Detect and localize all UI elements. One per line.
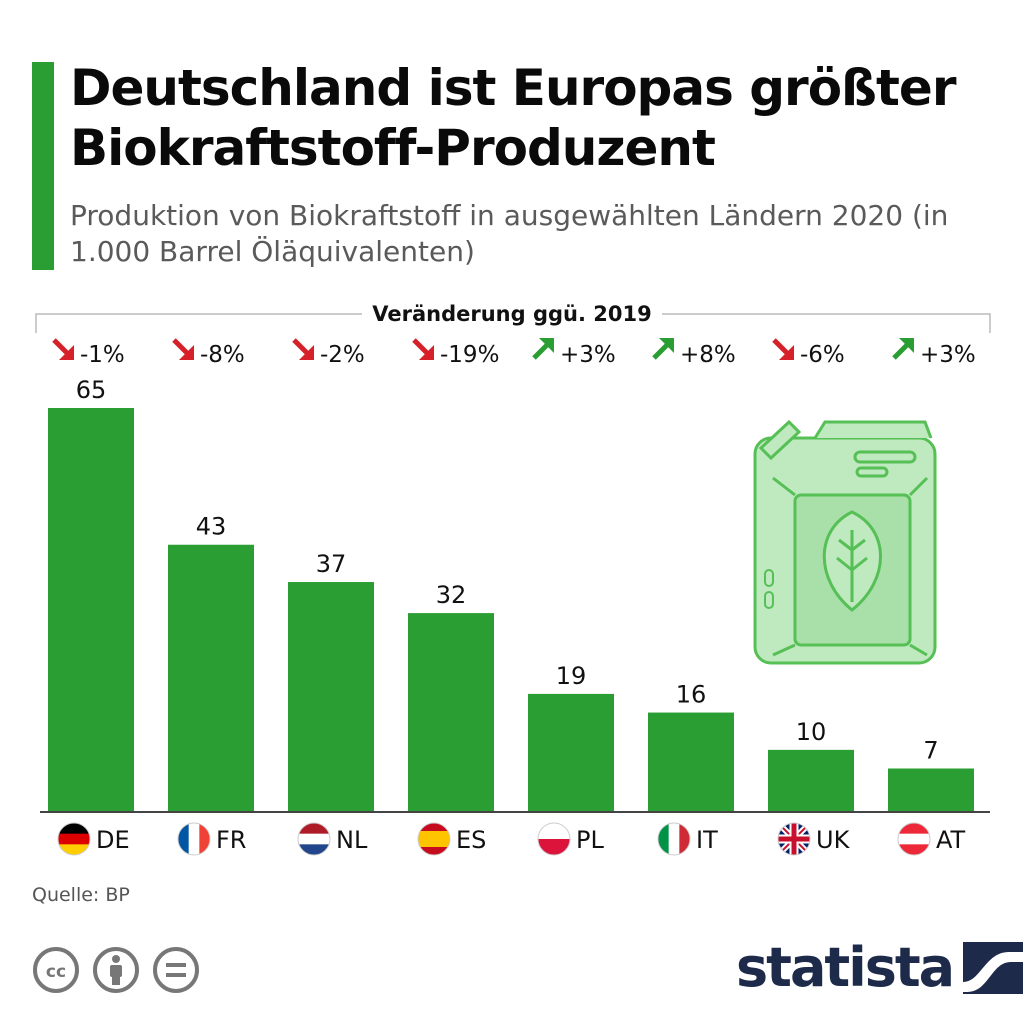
- arrow-down-icon: [172, 338, 194, 360]
- chart-subtitle: Produktion von Biokraftstoff in ausgewäh…: [70, 199, 949, 268]
- bar-de: [48, 408, 134, 812]
- arrow-up-icon: [532, 338, 554, 360]
- value-label-at: 7: [923, 736, 938, 764]
- no-derivatives-icon[interactable]: [152, 946, 200, 994]
- value-label-de: 65: [76, 376, 107, 404]
- bar-nl: [288, 582, 374, 812]
- bars: [48, 408, 974, 812]
- change-header: Veränderung ggü. 2019: [372, 302, 651, 326]
- value-label-uk: 10: [796, 718, 827, 746]
- change-label-at: +3%: [920, 342, 976, 368]
- bar-fr: [168, 544, 254, 812]
- bar-uk: [768, 749, 854, 812]
- value-label-pl: 19: [556, 662, 587, 690]
- change-bracket: Veränderung ggü. 2019: [35, 302, 991, 333]
- value-label-es: 32: [436, 581, 467, 609]
- attribution-icon[interactable]: [92, 946, 140, 994]
- change-label-pl: +3%: [560, 342, 616, 368]
- jerry-can-leaf-icon: [753, 419, 937, 665]
- change-label-de: -1%: [80, 342, 125, 368]
- flag-it-icon: [657, 822, 691, 856]
- source-note: Quelle: BP: [32, 884, 130, 906]
- flag-de-icon: [57, 822, 91, 856]
- flag-fr-icon: [177, 822, 211, 856]
- x-tick-label-de: DE: [96, 826, 130, 854]
- flag-nl-icon: [297, 822, 331, 856]
- arrow-down-icon: [772, 338, 794, 360]
- x-tick-label-uk: UK: [816, 826, 851, 854]
- x-tick-label-fr: FR: [216, 826, 246, 854]
- arrow-up-icon: [652, 338, 674, 360]
- x-tick-labels: DE FR NL ES PL IT UK AT: [57, 822, 966, 856]
- flag-es-icon: [417, 822, 451, 856]
- cc-icon[interactable]: cc: [32, 946, 80, 994]
- x-tick-label-it: IT: [696, 826, 718, 854]
- arrow-down-icon: [412, 338, 434, 360]
- x-tick-label-at: AT: [936, 826, 966, 854]
- arrow-down-icon: [292, 338, 314, 360]
- x-tick-label-es: ES: [456, 826, 486, 854]
- bar-chart: Veränderung ggü. 2019 -1% -8% -2% -19% +3% +8…: [35, 302, 991, 856]
- bar-es: [408, 613, 494, 812]
- change-label-fr: -8%: [200, 342, 245, 368]
- value-label-fr: 43: [196, 513, 227, 541]
- flag-uk-icon: [777, 822, 811, 856]
- value-label-nl: 37: [316, 550, 347, 578]
- flag-pl-icon: [537, 822, 571, 856]
- chart-title: Deutschland ist Europas größter Biokraft…: [70, 59, 956, 177]
- license-icons: cc: [32, 946, 200, 994]
- change-label-nl: -2%: [320, 342, 365, 368]
- change-label-it: +8%: [680, 342, 736, 368]
- statista-brand[interactable]: statista: [736, 936, 1024, 999]
- x-tick-label-nl: NL: [336, 826, 368, 854]
- bar-pl: [528, 693, 614, 812]
- brand-name: statista: [736, 936, 955, 999]
- svg-text:cc: cc: [46, 962, 66, 982]
- value-label-it: 16: [676, 681, 707, 709]
- change-label-es: -19%: [440, 342, 499, 368]
- change-row: -1% -8% -2% -19% +3% +8% -6% +3%: [52, 338, 976, 368]
- bar-at: [888, 768, 974, 812]
- change-label-uk: -6%: [800, 342, 845, 368]
- title-accent-bar: [32, 62, 54, 270]
- value-labels: 65 43 37 32 19 16 10 7: [76, 376, 939, 764]
- arrow-up-icon: [892, 338, 914, 360]
- bar-it: [648, 712, 734, 812]
- flag-at-icon: [897, 822, 931, 856]
- statista-logo-icon: [963, 942, 1024, 994]
- arrow-down-icon: [52, 338, 74, 360]
- x-tick-label-pl: PL: [576, 826, 604, 854]
